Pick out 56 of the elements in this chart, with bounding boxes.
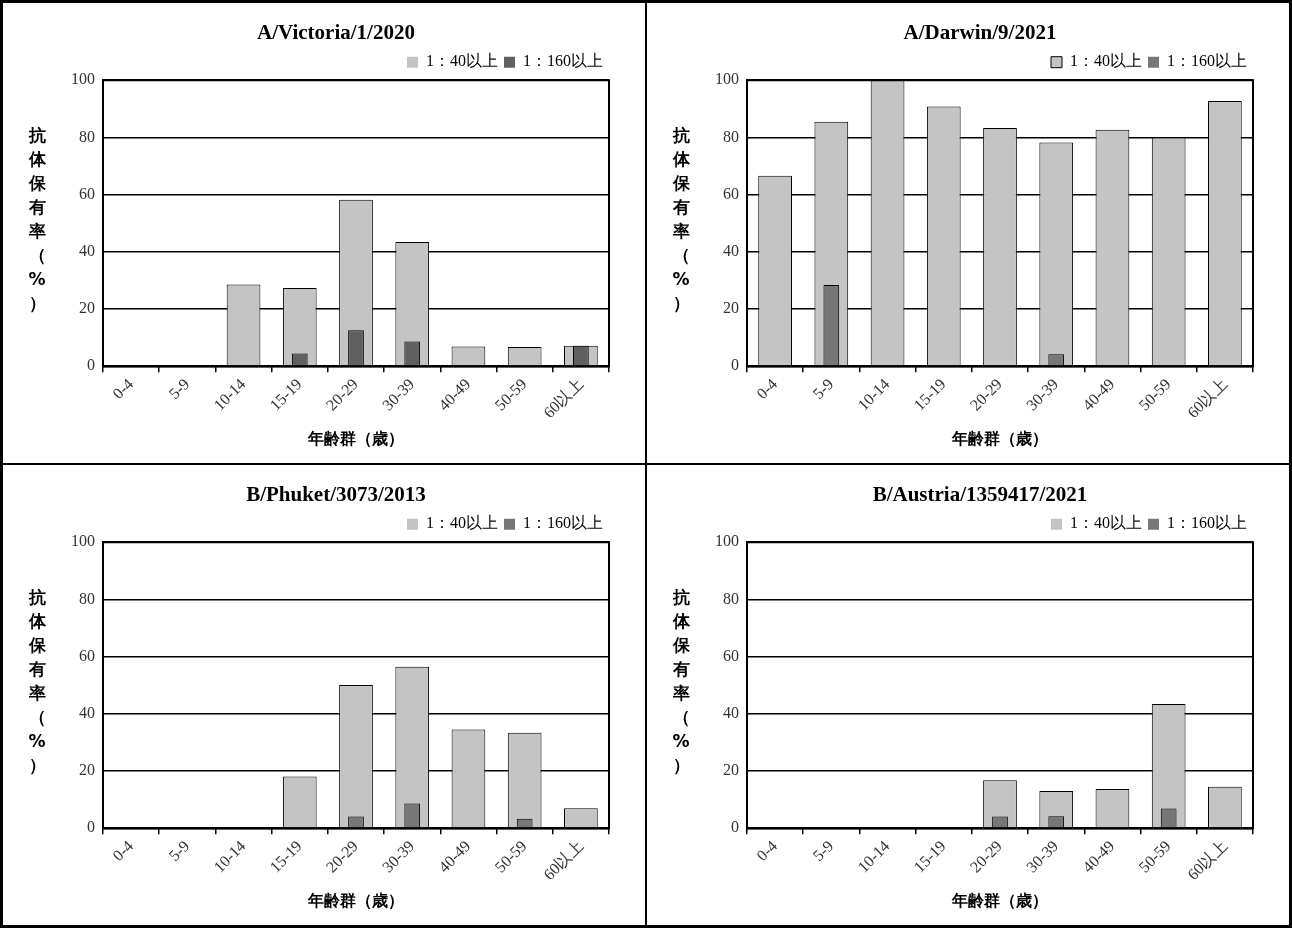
x-tick-label: 60以上 [1184,837,1230,884]
legend-label: 1：160以上 [523,52,603,70]
x-tick-label: 0-4 [109,375,137,403]
legend-label: 1：160以上 [1167,52,1247,70]
y-tick-label: 40 [723,242,739,260]
legend-label: 1：40以上 [426,52,498,70]
legend-label: 1：40以上 [1070,52,1142,70]
y-axis-title: 抗体保有率（%） [671,124,691,315]
legend-label: 1：40以上 [426,514,498,532]
chart-title: A/Darwin/9/2021 [903,20,1057,45]
y-tick-label: 60 [79,184,95,202]
legend-label: 1：40以上 [1070,514,1142,532]
x-tick-label: 0-4 [109,837,137,865]
y-tick-label: 100 [715,532,739,550]
y-tick-label: 40 [723,704,739,722]
y-axis-title: 抗体保有率（%） [671,586,691,777]
y-tick-label: 0 [87,818,95,836]
y-tick-label: 60 [723,184,739,202]
y-tick-label: 60 [723,646,739,664]
y-tick-label: 80 [723,589,739,607]
y-tick-label: 20 [79,299,95,317]
y-tick-label: 20 [723,299,739,317]
y-axis-title: 抗体保有率（%） [27,586,47,777]
y-tick-label: 100 [71,532,95,550]
y-tick-label: 0 [87,356,95,374]
y-tick-label: 60 [79,646,95,664]
y-tick-label: 80 [79,589,95,607]
chart-title: B/Phuket/3073/2013 [246,482,426,507]
x-tick-label: 5-9 [809,837,837,865]
x-axis-title: 年齢群（歳） [951,428,1048,448]
y-tick-label: 40 [79,242,95,260]
chart-title: A/Victoria/1/2020 [257,20,415,45]
y-tick-label: 20 [723,761,739,779]
y-tick-label: 80 [79,127,95,145]
y-tick-label: 80 [723,127,739,145]
y-tick-label: 20 [79,761,95,779]
x-tick-label: 5-9 [165,837,193,865]
x-tick-label: 0-4 [753,375,781,403]
x-tick-label: 5-9 [165,375,193,403]
x-tick-label: 60以上 [1184,375,1230,422]
y-tick-label: 40 [79,704,95,722]
x-axis-title: 年齢群（歳） [307,428,404,448]
chart-title: B/Austria/1359417/2021 [872,482,1088,507]
y-tick-label: 0 [731,818,739,836]
y-tick-label: 100 [71,70,95,88]
y-axis-title: 抗体保有率（%） [27,124,47,315]
x-axis-title: 年齢群（歳） [307,890,404,910]
y-tick-label: 0 [731,356,739,374]
x-tick-label: 60以上 [540,375,586,422]
x-tick-label: 60以上 [540,837,586,884]
legend-label: 1：160以上 [1167,514,1247,532]
legend-label: 1：160以上 [523,514,603,532]
x-tick-label: 5-9 [809,375,837,403]
y-tick-label: 100 [715,70,739,88]
x-axis-title: 年齢群（歳） [951,890,1048,910]
x-tick-label: 0-4 [753,837,781,865]
